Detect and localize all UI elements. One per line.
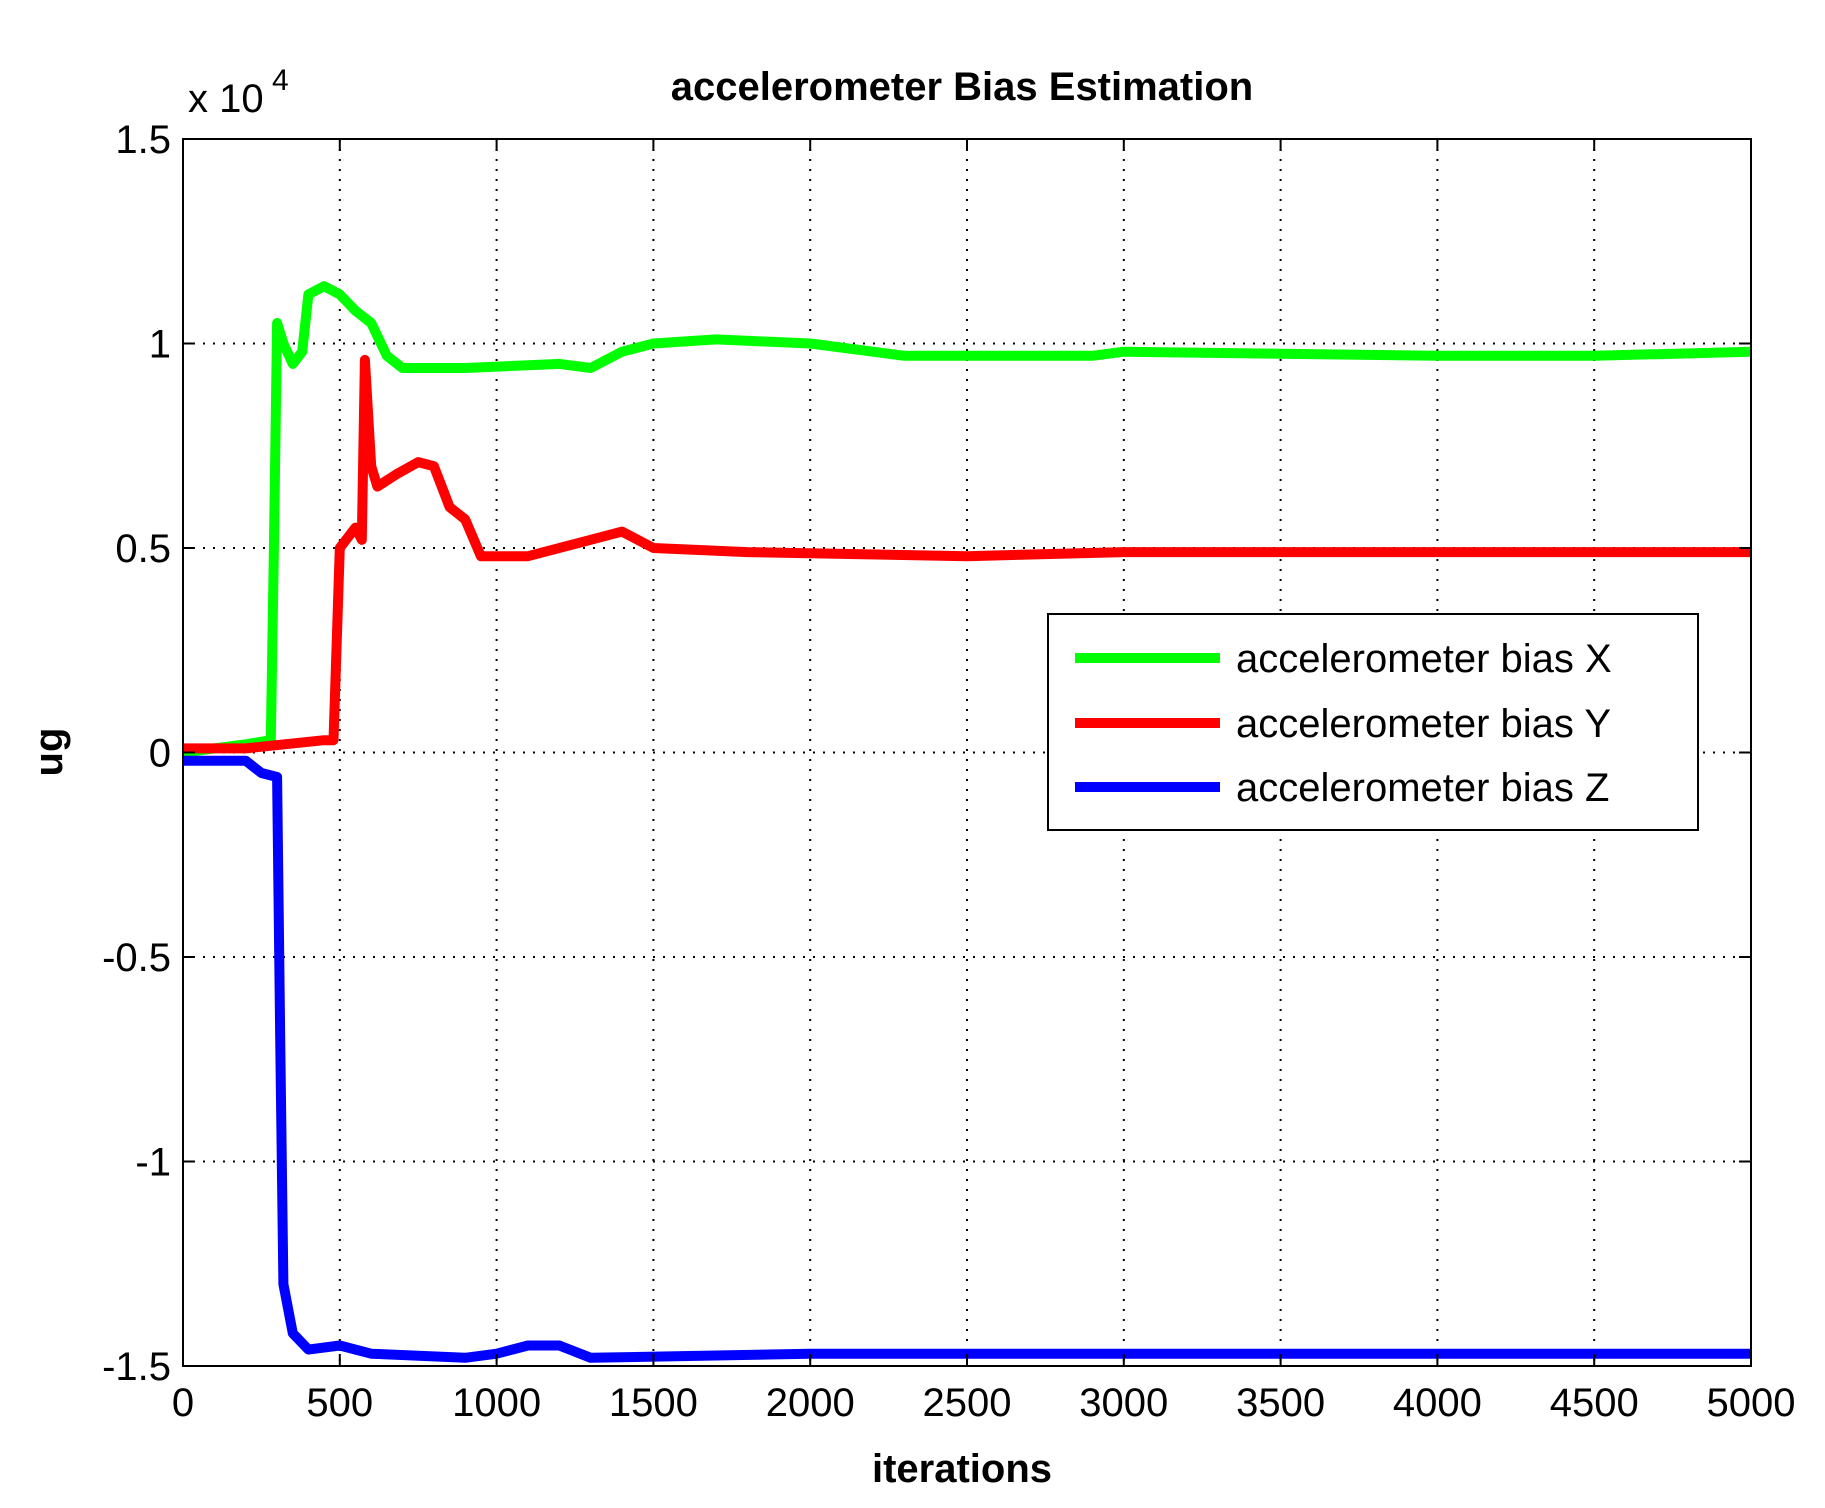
x-tick-label: 5000 [1707, 1381, 1796, 1425]
series-layer [182, 281, 1752, 1363]
x-tick-label: 1500 [609, 1381, 698, 1425]
x-tick-label: 2000 [766, 1381, 855, 1425]
x-tick-label: 4500 [1550, 1381, 1639, 1425]
x-tick-label: 4000 [1393, 1381, 1482, 1425]
y-exponent-value: 4 [272, 64, 289, 97]
series-line-z [183, 755, 1751, 1363]
y-tick-label: 0.5 [115, 527, 171, 571]
y-exponent-label: x 10 [188, 77, 264, 121]
y-exponent: x 10 4 [188, 64, 289, 121]
y-tick-label: -1 [135, 1141, 171, 1185]
y-tick-label: 0 [149, 732, 171, 776]
legend-label-y: accelerometer bias Y [1236, 702, 1611, 746]
x-tick-label: 2500 [923, 1381, 1012, 1425]
legend-label-x: accelerometer bias X [1236, 637, 1612, 681]
x-tick-label: 3000 [1079, 1381, 1168, 1425]
y-axis: 1.5 1 0.5 0 -0.5 -1 -1.5 [102, 118, 1751, 1389]
y-axis-label: ug [27, 728, 71, 777]
series-line-x [182, 281, 1752, 758]
x-tick-label: 0 [172, 1381, 194, 1425]
x-tick-label: 1000 [452, 1381, 541, 1425]
legend: accelerometer bias X accelerometer bias … [1047, 613, 1699, 831]
y-tick-label: 1 [149, 323, 171, 367]
series-line-y [183, 354, 1751, 754]
x-tick-label: 3500 [1236, 1381, 1325, 1425]
grid [183, 139, 1751, 1366]
x-axis: 0 500 1000 1500 2000 2500 3000 3500 4000 4500 5000 [172, 139, 1796, 1425]
chart-title: accelerometer Bias Estimation [671, 65, 1253, 109]
x-tick-label: 500 [306, 1381, 373, 1425]
legend-label-z: accelerometer bias Z [1236, 766, 1609, 810]
y-tick-label: -0.5 [102, 936, 171, 980]
y-tick-label: -1.5 [102, 1345, 171, 1389]
y-tick-label: 1.5 [115, 118, 171, 162]
x-axis-label: iterations [872, 1447, 1052, 1491]
